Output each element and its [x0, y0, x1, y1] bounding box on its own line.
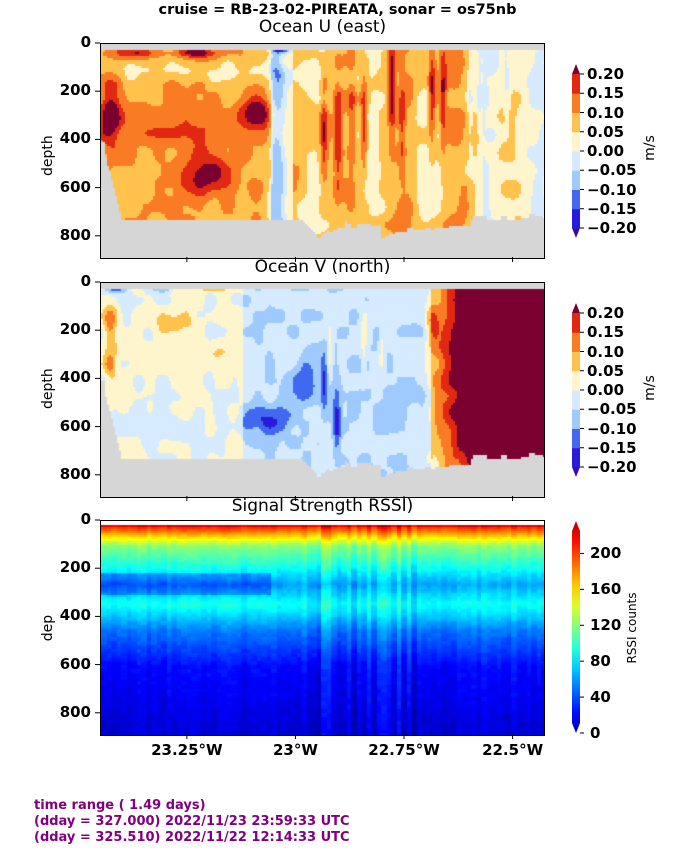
colorbar-extend-max — [572, 303, 580, 313]
ytick-label: 400 — [59, 606, 91, 625]
heatmap-rssi — [101, 521, 544, 735]
colorbar-segment — [572, 170, 580, 190]
colorbar-tick-label: 200 — [590, 544, 622, 563]
ytick-label: 200 — [59, 320, 91, 339]
colorbar-segment — [572, 390, 580, 410]
panel-title-rssi: Signal Strength RSSI) — [231, 496, 414, 516]
ytick-label: 600 — [59, 177, 91, 196]
xtick-label: 23°W — [272, 741, 318, 759]
ytick-label: 0 — [80, 272, 91, 290]
time-end-label: (dday = 327.000) 2022/11/23 23:59:33 UTC — [34, 814, 350, 829]
colorbar-tick-label: 0.00 — [587, 381, 625, 399]
ytick-label: 0 — [80, 33, 91, 51]
ytick-label: 600 — [59, 654, 91, 673]
colorbar-segment — [572, 112, 580, 133]
colorbar-segment — [572, 428, 580, 449]
colorbar-segment — [572, 447, 580, 468]
colorbar-gradient — [572, 521, 580, 733]
time-start-label: (dday = 325.510) 2022/11/22 12:14:33 UTC — [34, 830, 350, 845]
heatmap-v — [101, 283, 544, 497]
colorbar-segment — [572, 93, 580, 113]
ytick-label: 600 — [59, 416, 91, 435]
panel-title-u: Ocean U (east) — [258, 17, 387, 37]
colorbar-segment — [572, 313, 580, 333]
ytick-label: 800 — [59, 225, 91, 244]
colorbar-tick-label: −0.20 — [587, 458, 637, 476]
colorbar-segment — [572, 208, 580, 229]
ytick-label: 400 — [59, 368, 91, 387]
colorbar-segment — [572, 189, 580, 210]
colorbar-tick-label: 0.00 — [587, 142, 625, 160]
colorbar-tick-label: 0.10 — [587, 103, 625, 122]
colorbar-tick-label: 0 — [590, 724, 601, 742]
colorbar-extend-min — [572, 228, 580, 238]
ytick-label: 200 — [59, 81, 91, 100]
ytick-label: 0 — [80, 510, 91, 528]
panel-rssi — [100, 520, 545, 736]
colorbar-tick-label: 0.15 — [587, 84, 625, 103]
colorbar-tick-label: 0.20 — [587, 65, 625, 83]
colorbar-tick-label: 0.15 — [587, 323, 625, 342]
time-range-label: time range ( 1.49 days) — [34, 798, 206, 813]
plot-frame-v — [100, 282, 545, 498]
xtick-label: 22.75°W — [368, 741, 440, 759]
colorbar-label-rssi: RSSI counts — [625, 592, 639, 664]
colorbar-extend-max — [572, 64, 580, 74]
xtick-label: 22.5°W — [482, 741, 544, 759]
colorbar-tick-label: 0.10 — [587, 342, 625, 361]
colorbar-tick-label: −0.15 — [587, 438, 637, 457]
colorbar-tick-label: −0.05 — [587, 161, 637, 180]
colorbar-tick-label: 80 — [590, 652, 611, 671]
colorbar-tick-label: 0.20 — [587, 304, 625, 322]
colorbar-tick-label: 120 — [590, 616, 622, 635]
colorbar-tick-label: −0.10 — [587, 180, 637, 199]
colorbar-tick-label: 0.05 — [587, 122, 625, 141]
figure-suptitle: cruise = RB-23-02-PIREATA, sonar = os75n… — [158, 2, 517, 18]
colorbar-tick-label: −0.20 — [587, 219, 637, 237]
heatmap-u — [101, 44, 544, 258]
colorbar-segment — [572, 370, 580, 391]
colorbar-tick-label: −0.05 — [587, 400, 637, 419]
colorbar-tick-label: −0.10 — [587, 419, 637, 438]
colorbar-tick-label: −0.15 — [587, 199, 637, 218]
colorbar-extend-min — [572, 467, 580, 477]
panel-title-v: Ocean V (north) — [254, 257, 391, 277]
ytick-label: 800 — [59, 702, 91, 721]
plot-frame-u — [100, 43, 545, 259]
colorbar-segment — [572, 409, 580, 429]
colorbar-tick-label: 160 — [590, 580, 622, 599]
colorbar-tick-label: 0.05 — [587, 361, 625, 380]
colorbar-tick-label: 40 — [590, 688, 611, 707]
ytick-label: 200 — [59, 558, 91, 577]
colorbar-segment — [572, 151, 580, 171]
ytick-label: 800 — [59, 464, 91, 483]
ytick-label: 400 — [59, 129, 91, 148]
xtick-label: 23.25°W — [151, 741, 223, 759]
panel-u — [100, 43, 545, 259]
colorbar-segment — [572, 351, 580, 372]
panel-v — [100, 282, 545, 498]
colorbar-segment — [572, 74, 580, 94]
colorbar-segment — [572, 131, 580, 152]
colorbar-segment — [572, 332, 580, 352]
plot-frame-rssi — [100, 520, 545, 736]
